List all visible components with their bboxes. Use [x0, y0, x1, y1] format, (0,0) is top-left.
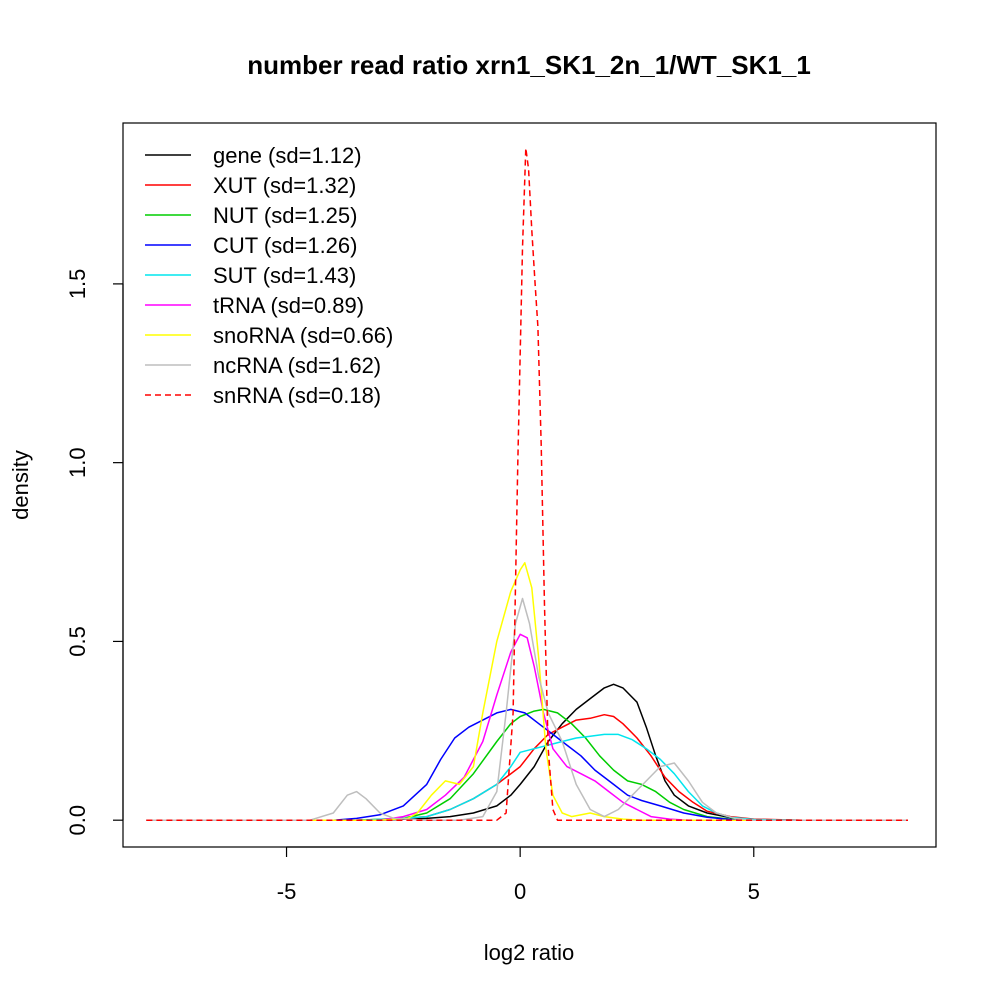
legend-label: gene (sd=1.12) [213, 143, 362, 168]
y-axis-label: density [8, 450, 33, 520]
x-axis: -5 0 5 [277, 846, 760, 904]
curve-trna [146, 633, 908, 821]
curve-sut [146, 733, 908, 821]
curve-xut [146, 713, 908, 821]
density-curves [146, 147, 908, 821]
legend-label: NUT (sd=1.25) [213, 203, 357, 228]
legend-label: SUT (sd=1.43) [213, 263, 356, 288]
y-tick-label: 0.5 [65, 626, 90, 657]
chart-title: number read ratio xrn1_SK1_2n_1/WT_SK1_1 [247, 50, 811, 80]
y-axis: 0.0 0.5 1.0 1.5 [65, 269, 124, 836]
curve-nut [146, 708, 908, 821]
legend-label: tRNA (sd=0.89) [213, 293, 364, 318]
curve-ncrna [146, 597, 908, 821]
y-tick-label: 1.0 [65, 447, 90, 478]
legend-label: snoRNA (sd=0.66) [213, 323, 393, 348]
x-tick-label: -5 [277, 879, 297, 904]
curve-snorna [146, 562, 908, 821]
legend-label: XUT (sd=1.32) [213, 173, 356, 198]
curve-cut [146, 708, 908, 821]
x-axis-label: log2 ratio [484, 940, 575, 965]
legend-label: ncRNA (sd=1.62) [213, 353, 381, 378]
plot-frame [122, 122, 937, 848]
curve-snrna [146, 147, 908, 821]
x-tick-label: 0 [514, 879, 526, 904]
y-tick-label: 1.5 [65, 269, 90, 300]
legend: gene (sd=1.12) XUT (sd=1.32) NUT (sd=1.25)… [145, 143, 393, 408]
x-tick-label: 5 [748, 879, 760, 904]
curve-gene [146, 683, 908, 821]
legend-label: CUT (sd=1.26) [213, 233, 357, 258]
legend-label: snRNA (sd=0.18) [213, 383, 381, 408]
y-tick-label: 0.0 [65, 805, 90, 836]
